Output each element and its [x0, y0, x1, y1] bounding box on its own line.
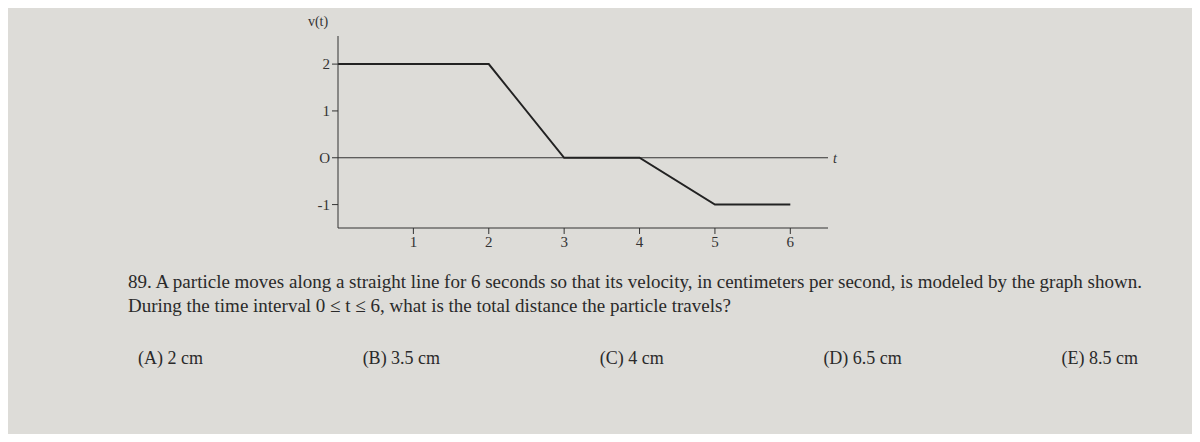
- html-text:(B) 3.5 cm: (B) 3.5 cm: [362, 348, 441, 368]
- html-text:(A) 2 cm: (A) 2 cm: [138, 348, 203, 368]
- html-text:89. A particle moves along a s: 89. A particle moves along a straight li…: [128, 271, 1142, 316]
- svg-text:6: 6: [787, 234, 795, 250]
- svg-text:3: 3: [560, 234, 568, 250]
- svg-text:O: O: [319, 150, 330, 166]
- svg-text:4: 4: [636, 234, 644, 250]
- svg-text:-1: -1: [318, 197, 331, 213]
- svg-text:2: 2: [323, 56, 331, 72]
- html-text:(E) 8.5 cm: (E) 8.5 cm: [1061, 348, 1138, 368]
- html-text:(D) 6.5 cm: (D) 6.5 cm: [823, 348, 902, 368]
- svg-text:t: t: [833, 151, 838, 166]
- svg-text:1: 1: [410, 234, 418, 250]
- html-text:(C) 4 cm: (C) 4 cm: [599, 348, 664, 368]
- svg-text:5: 5: [711, 234, 719, 250]
- svg-text:v(t): v(t): [308, 14, 329, 30]
- svg-text:1: 1: [323, 103, 331, 119]
- svg-text:2: 2: [485, 234, 493, 250]
